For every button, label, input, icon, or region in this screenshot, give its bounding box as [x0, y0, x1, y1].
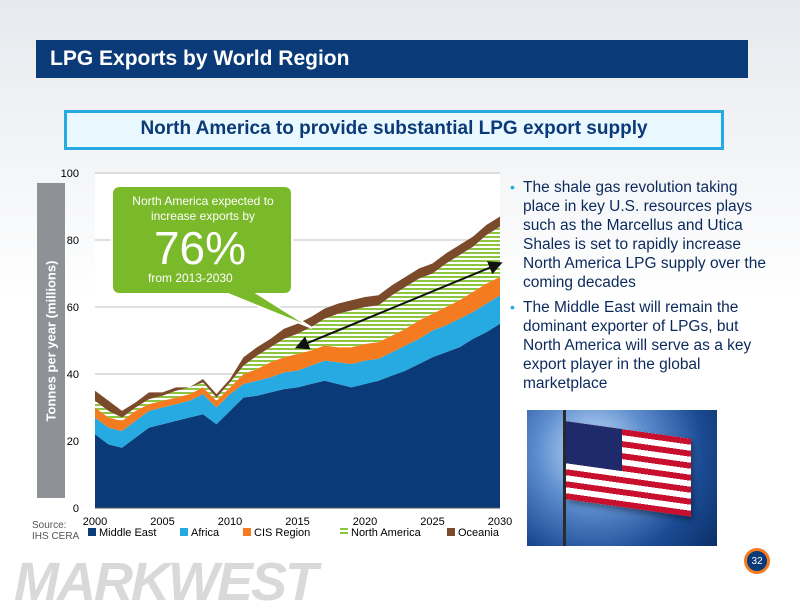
- x-tick-label: 2010: [218, 516, 242, 528]
- callout-bubble: [111, 185, 313, 329]
- bullet-item: • The shale gas revolution taking place …: [510, 178, 772, 292]
- area-cis-region: [95, 276, 500, 431]
- callout-line3: from 2013-2030: [148, 271, 233, 285]
- y-tick-label: 80: [67, 235, 79, 247]
- legend-swatch: [447, 528, 455, 536]
- legend-swatch: [243, 528, 251, 536]
- legend-swatch: [180, 528, 188, 536]
- flag-icon: [566, 421, 691, 517]
- y-axis-label-bar: [37, 183, 65, 498]
- source-value: IHS CERA: [32, 531, 80, 542]
- slide-title: LPG Exports by World Region: [50, 47, 350, 70]
- legend-swatch: [340, 528, 348, 536]
- legend-swatch: [88, 528, 96, 536]
- legend-label: CIS Region: [254, 527, 310, 539]
- flag-pole: [563, 410, 566, 546]
- legend: Middle East Africa CIS Region North America…: [88, 527, 500, 539]
- area-series: [95, 216, 500, 508]
- y-tick-label: 60: [67, 302, 79, 314]
- legend-label: North America: [351, 527, 422, 539]
- title-bar: [36, 40, 748, 78]
- growth-arrow: [294, 261, 503, 350]
- x-tick-label: 2025: [420, 516, 444, 528]
- flag-canton: [566, 421, 622, 472]
- source-note: Source: IHS CERA: [32, 520, 79, 542]
- legend-label: Oceania: [458, 527, 500, 539]
- x-tick-label: 2020: [353, 516, 377, 528]
- bullet-dot-icon: •: [510, 179, 515, 195]
- callout-percent: 76%: [154, 222, 246, 274]
- callout-line2: increase exports by: [151, 209, 255, 223]
- page-number: 32: [744, 548, 770, 574]
- bullet-dot-icon: •: [510, 299, 515, 315]
- y-tick-label: 0: [73, 503, 79, 515]
- bullet-list: • The shale gas revolution taking place …: [510, 178, 772, 399]
- bullet-text: The Middle East will remain the dominant…: [523, 299, 752, 392]
- source-label: Source:: [32, 520, 67, 531]
- subtitle-box: [64, 110, 724, 150]
- y-tick-labels: 0 20 40 60 80 100: [61, 168, 79, 515]
- x-tick-labels: 2000 2005 2010 2015 2020 2025 2030: [83, 516, 512, 528]
- callout: North America expected to increase expor…: [111, 185, 313, 329]
- company-logo: MARKWEST: [14, 552, 318, 612]
- bullet-item: • The Middle East will remain the domina…: [510, 298, 772, 393]
- y-tick-label: 20: [67, 436, 79, 448]
- us-flag-image: [527, 410, 717, 546]
- bullet-text: The shale gas revolution taking place in…: [523, 179, 766, 291]
- area-middle-east: [95, 323, 500, 508]
- x-tick-label: 2030: [488, 516, 512, 528]
- area-africa: [95, 295, 500, 448]
- x-tick-label: 2000: [83, 516, 107, 528]
- legend-label: Middle East: [99, 527, 156, 539]
- x-tick-label: 2005: [150, 516, 174, 528]
- x-tick-label: 2015: [285, 516, 309, 528]
- chart-svg: 0 20 40 60 80 100 2000 2005 2010 2015 2020 2025 203…: [61, 168, 513, 539]
- chart-subtitle: North America to provide substantial LPG…: [140, 118, 648, 139]
- y-tick-label: 40: [67, 369, 79, 381]
- y-tick-label: 100: [61, 168, 79, 180]
- legend-label: Africa: [191, 527, 220, 539]
- callout-line1: North America expected to: [132, 194, 274, 208]
